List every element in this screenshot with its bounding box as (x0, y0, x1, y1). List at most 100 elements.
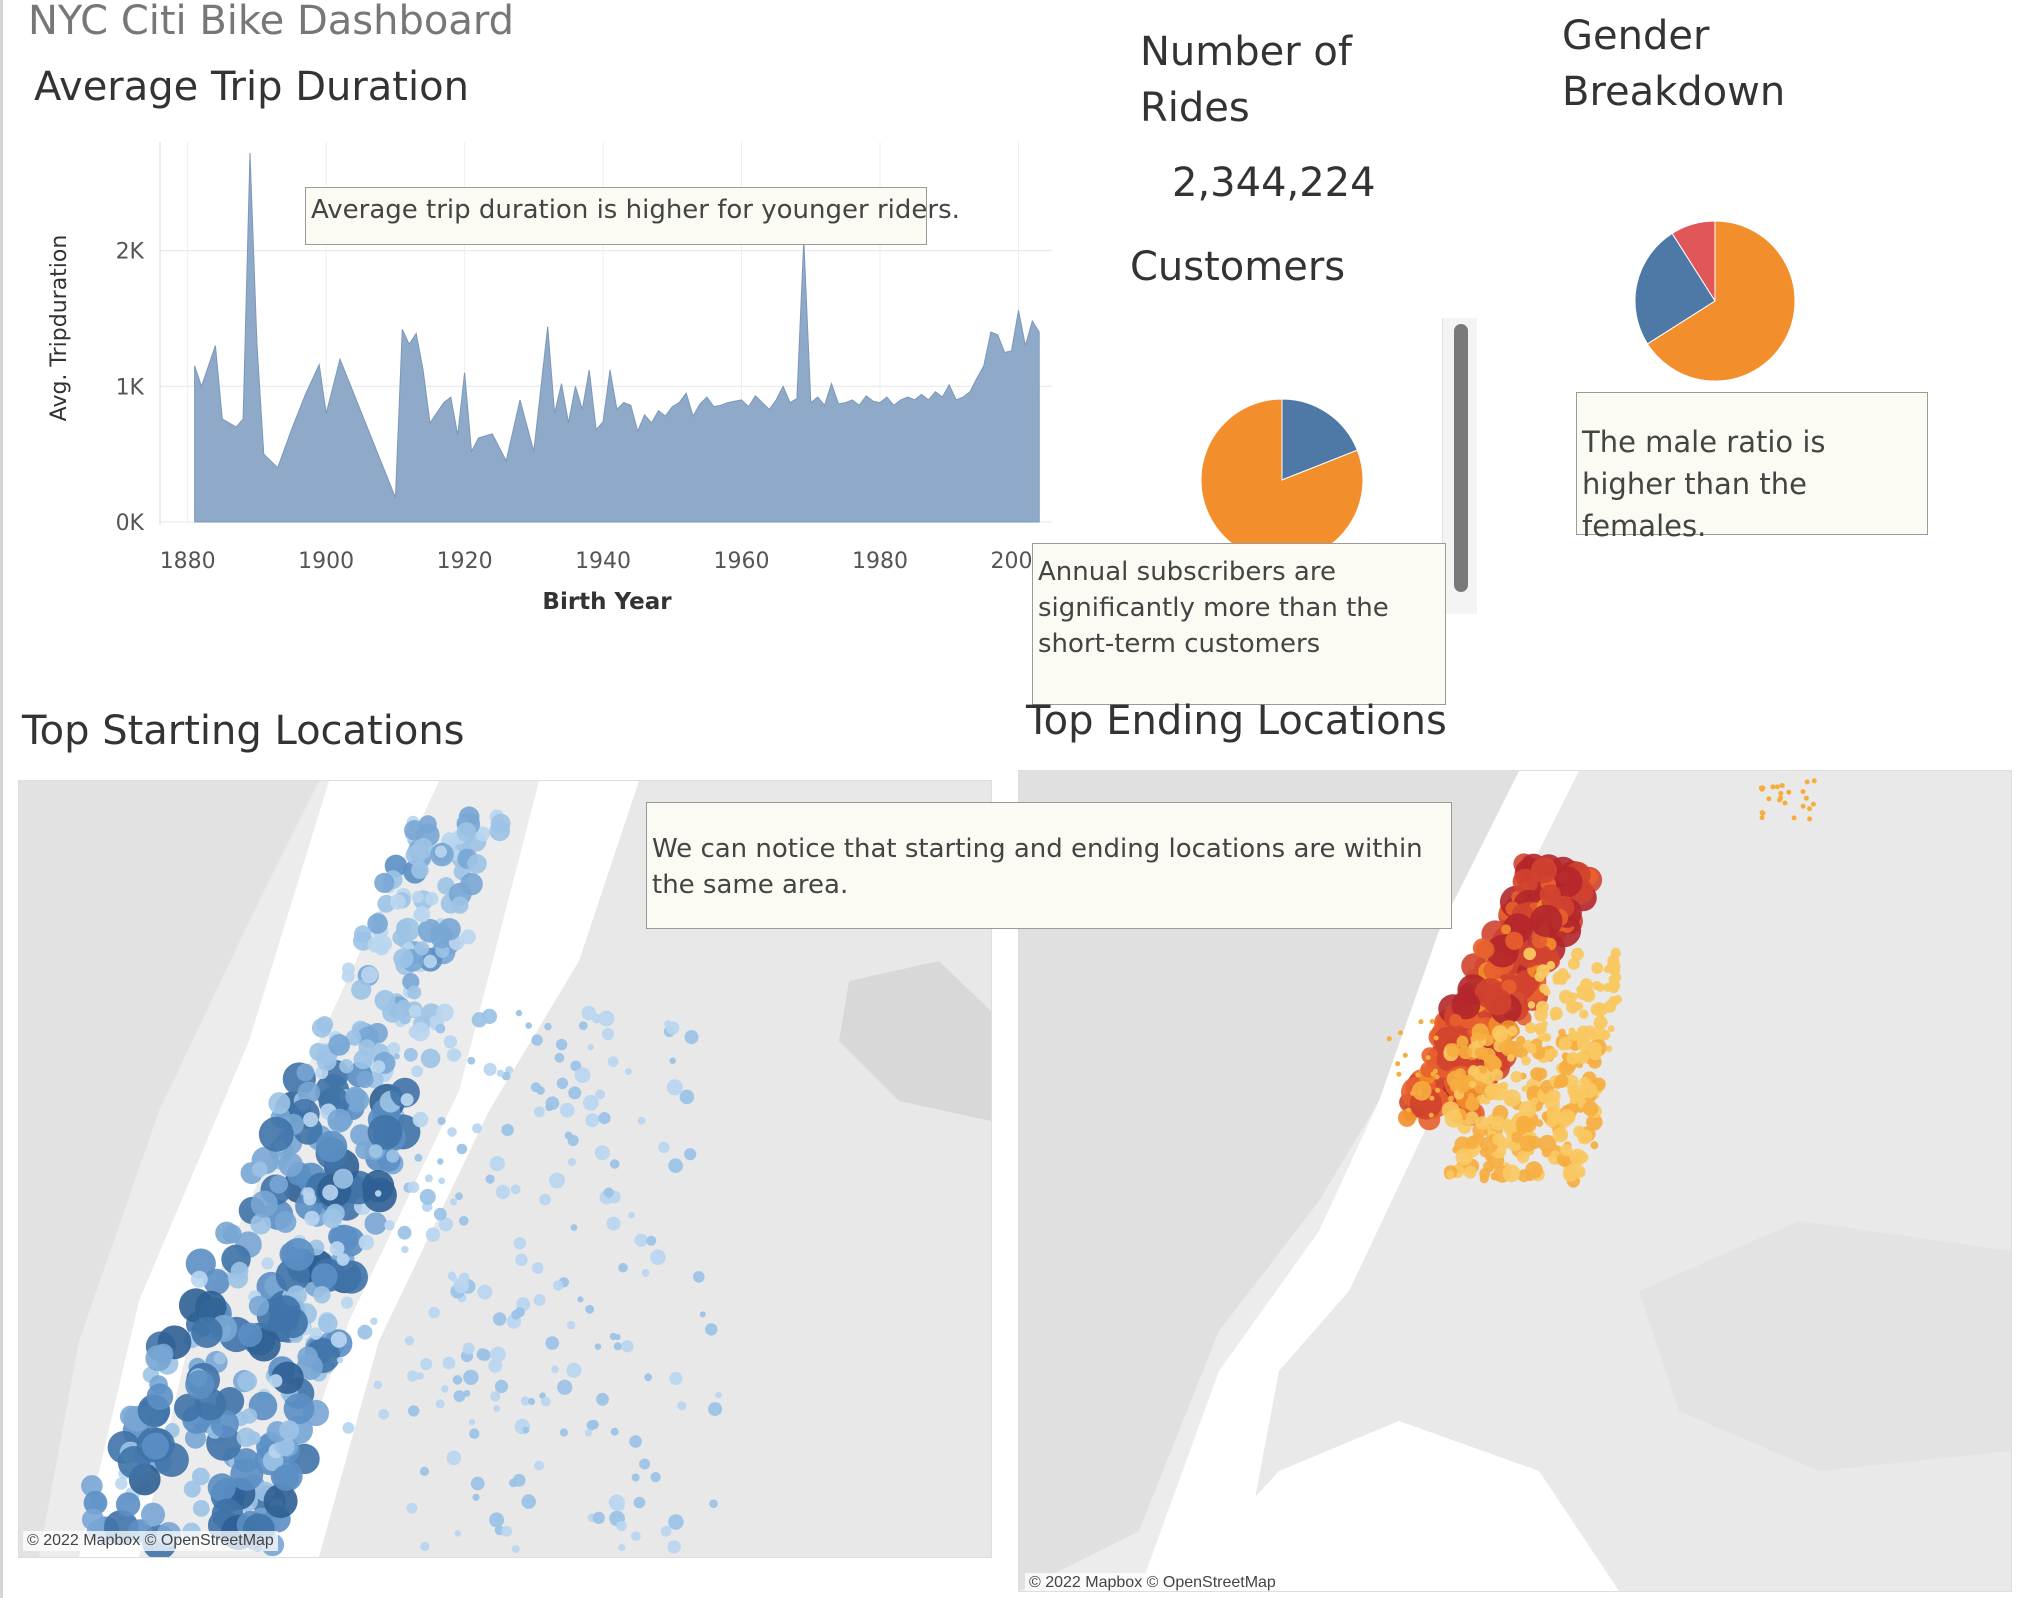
start-location-dot (120, 1405, 142, 1428)
end-map[interactable]: © 2022 Mapbox © OpenStreetMap (1018, 770, 2012, 1592)
gender-annotation[interactable]: The male ratio is higher than the female… (1576, 392, 1928, 543)
start-location-dot (458, 1272, 470, 1284)
end-location-dot (1759, 815, 1765, 821)
end-location-dot (1778, 790, 1784, 796)
start-location-dot (330, 1331, 347, 1348)
start-location-dot (436, 1003, 454, 1022)
gender-pie[interactable] (1630, 216, 1800, 386)
end-location-dot (1418, 1019, 1424, 1025)
end-location-dot (1510, 1071, 1523, 1083)
start-location-dot (624, 1068, 632, 1075)
dashboard-title: NYC Citi Bike Dashboard (28, 0, 514, 44)
start-location-dot (435, 845, 447, 858)
start-location-dot (596, 1392, 609, 1406)
start-location-dot (587, 1044, 594, 1051)
start-location-dot (667, 1540, 681, 1554)
end-location-dot (1541, 1020, 1548, 1028)
start-map-canvas[interactable] (19, 781, 991, 1557)
start-location-dot (367, 1114, 403, 1150)
start-location-dot (327, 1108, 352, 1133)
start-location-dot (460, 929, 476, 945)
start-location-dot (230, 1457, 264, 1491)
start-location-dot (603, 1187, 614, 1198)
end-location-dot (1560, 1144, 1573, 1157)
start-location-dot (583, 1094, 599, 1111)
start-location-dot (469, 1428, 480, 1439)
start-location-dot (403, 1047, 418, 1062)
y-tick-label: 0K (116, 511, 145, 536)
end-location-dot (1518, 1100, 1537, 1119)
end-location-dot (1778, 795, 1784, 801)
end-location-dot (1428, 1112, 1434, 1118)
end-location-dot (1552, 1127, 1568, 1143)
end-location-dot (1484, 1083, 1501, 1100)
start-location-dot (666, 1079, 683, 1096)
start-location-dot (146, 1383, 174, 1410)
start-location-dot (141, 1432, 170, 1460)
end-location-dot (1549, 1006, 1563, 1020)
start-location-dot (370, 1317, 378, 1325)
start-location-dot (328, 1034, 351, 1056)
start-location-dot (313, 1286, 331, 1304)
start-location-dot (384, 1220, 395, 1231)
start-location-dot (442, 1356, 456, 1370)
start-location-dot (510, 1184, 521, 1195)
start-map-park (839, 961, 991, 1121)
end-location-dot (1425, 1055, 1431, 1061)
start-location-dot (451, 1049, 462, 1060)
start-location-dot (419, 1188, 436, 1205)
start-location-dot (396, 917, 420, 942)
end-location-dot (1539, 983, 1549, 994)
start-location-dot (528, 1397, 536, 1406)
customers-annotation[interactable]: Annual subscribers are significantly mor… (1032, 543, 1446, 705)
end-location-dot (1402, 1052, 1408, 1058)
start-location-dot (351, 979, 372, 1000)
start-location-dot (174, 1393, 202, 1422)
start-location-dot (639, 1458, 651, 1470)
trip-duration-annotation[interactable]: Average trip duration is higher for youn… (305, 187, 960, 245)
end-location-dot (1433, 1035, 1439, 1041)
start-map-attribution[interactable]: © 2022 Mapbox © OpenStreetMap (23, 1531, 278, 1551)
end-map-attribution[interactable]: © 2022 Mapbox © OpenStreetMap (1025, 1573, 1280, 1591)
end-location-dot (1451, 990, 1481, 1020)
end-location-dot (1811, 778, 1817, 784)
start-location-dot (390, 894, 406, 910)
end-location-dot (1591, 962, 1604, 974)
start-location-dot (699, 1311, 706, 1318)
end-location-dot (1511, 1131, 1523, 1144)
end-map-canvas[interactable] (1019, 771, 2011, 1591)
start-location-dot (345, 1030, 362, 1046)
start-location-dot (483, 1062, 497, 1076)
end-location-dot (1525, 1022, 1537, 1034)
start-location-dot (447, 1127, 457, 1137)
start-map[interactable]: © 2022 Mapbox © OpenStreetMap (18, 780, 992, 1558)
start-location-dot (715, 1391, 722, 1399)
start-location-dot (297, 1346, 319, 1368)
start-location-dot (456, 822, 477, 842)
customers-scrollbar-thumb[interactable] (1454, 324, 1468, 592)
start-location-dot (677, 1401, 687, 1411)
start-location-dot (556, 1077, 569, 1089)
map-annotation[interactable]: We can notice that starting and ending l… (646, 802, 1452, 929)
end-location-dot (1429, 1095, 1435, 1101)
start-location-dot (533, 1106, 545, 1118)
end-location-dot (1605, 1045, 1613, 1052)
start-location-dot (629, 1435, 642, 1448)
start-location-dot (467, 1056, 476, 1065)
start-location-dot (489, 820, 511, 842)
start-location-dot (318, 1313, 338, 1333)
start-location-dot (247, 1431, 261, 1445)
end-location-dot (1541, 1148, 1551, 1158)
end-location-dot (1479, 1168, 1491, 1180)
end-location-dot (1444, 1109, 1463, 1128)
x-tick-label: 1980 (852, 549, 908, 574)
start-location-dot (195, 1290, 227, 1323)
trip-duration-area (194, 152, 1040, 523)
start-location-dot (451, 896, 469, 914)
end-location-dot (1490, 1068, 1504, 1081)
start-location-dot (669, 1371, 683, 1386)
start-location-dot (411, 1065, 423, 1078)
end-location-dot (1410, 1090, 1416, 1096)
customers-pie[interactable] (1196, 394, 1368, 566)
start-location-dot (594, 1343, 602, 1350)
